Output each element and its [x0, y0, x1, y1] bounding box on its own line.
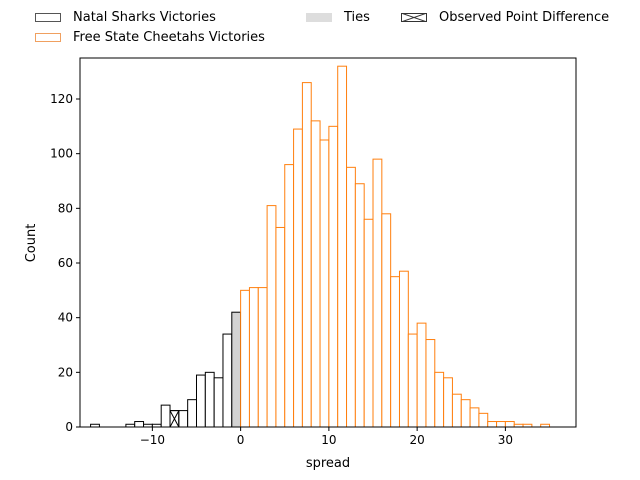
bar-free-state-cheetahs-victories-2	[257, 287, 268, 428]
bar-free-state-cheetahs-victories-13	[354, 183, 365, 428]
bar-natal-sharks-victories-8	[187, 399, 197, 428]
bar-free-state-cheetahs-victories-25	[460, 399, 471, 428]
legend-swatch-natal-sharks	[35, 13, 61, 22]
bar-free-state-cheetahs-victories-28	[487, 421, 498, 428]
x-tick-label: 20	[409, 433, 424, 447]
bar-natal-sharks-victories-10	[204, 371, 215, 428]
x-tick-label: 30	[498, 433, 513, 447]
bar-free-state-cheetahs-victories-16	[381, 213, 392, 428]
legend-item-observed: Observed Point Difference	[401, 10, 609, 25]
bar-free-state-cheetahs-victories-8	[310, 120, 321, 428]
y-tick-label: 100	[50, 147, 73, 161]
bar-free-state-cheetahs-victories-5	[284, 164, 295, 428]
x-axis-label: spread	[306, 456, 350, 471]
legend-item-natal-sharks: Natal Sharks Victories	[35, 10, 216, 25]
bar-free-state-cheetahs-victories-29	[496, 421, 506, 428]
bar-free-state-cheetahs-victories-27	[478, 412, 489, 428]
legend-label-natal-sharks: Natal Sharks Victories	[73, 10, 216, 25]
bar-free-state-cheetahs-victories-30	[504, 421, 515, 428]
y-tick-label: 40	[58, 311, 73, 325]
x-tick-label: 10	[321, 433, 336, 447]
bar-free-state-cheetahs-victories-11	[337, 65, 348, 428]
bar-free-state-cheetahs-victories-23	[443, 377, 453, 428]
bar-free-state-cheetahs-victories-26	[469, 407, 480, 428]
legend-label-cheetahs: Free State Cheetahs Victories	[73, 30, 265, 45]
bar-free-state-cheetahs-victories-6	[293, 128, 303, 428]
axes-layer: −10 0 10 20 30 0 20 40 60 80 100 120	[50, 57, 577, 447]
x-tick-label: −10	[140, 433, 165, 447]
bar-free-state-cheetahs-victories-19	[407, 333, 418, 428]
bar-free-state-cheetahs-victories-3	[266, 205, 277, 428]
bar-natal-sharks-victories-9	[195, 374, 206, 428]
bar-free-state-cheetahs-victories-15	[372, 158, 383, 428]
legend-item-ties: Ties	[306, 10, 370, 25]
plot-frame	[79, 57, 577, 428]
bar-free-state-cheetahs-victories-0	[240, 289, 250, 428]
bars-layer	[90, 65, 551, 428]
y-tick-label: 20	[58, 365, 73, 379]
bar-free-state-cheetahs-victories-1	[248, 287, 259, 428]
legend-swatch-cheetahs	[35, 33, 61, 42]
bar-natal-sharks-victories-2	[134, 421, 145, 428]
x-tick-label: 0	[237, 433, 245, 447]
bar-free-state-cheetahs-victories-7	[301, 82, 312, 428]
bar-free-state-cheetahs-victories-18	[398, 270, 409, 428]
bar-natal-sharks-victories-12	[222, 333, 233, 428]
legend-swatch-ties	[306, 13, 332, 22]
y-tick-label: 60	[58, 256, 73, 270]
y-tick-label: 80	[58, 201, 73, 215]
bar-free-state-cheetahs-victories-14	[363, 218, 374, 428]
bar-free-state-cheetahs-victories-17	[390, 276, 400, 428]
bar-free-state-cheetahs-victories-24	[451, 393, 462, 428]
bar-free-state-cheetahs-victories-21	[425, 339, 436, 428]
bar-free-state-cheetahs-victories-22	[434, 371, 445, 428]
bar-ties-0	[231, 311, 242, 428]
bar-natal-sharks-victories-5	[160, 404, 171, 428]
legend-label-observed: Observed Point Difference	[439, 10, 610, 25]
bar-free-state-cheetahs-victories-9	[319, 139, 330, 428]
legend: Natal Sharks Victories Free State Cheeta…	[0, 6, 640, 50]
legend-item-cheetahs: Free State Cheetahs Victories	[35, 30, 265, 45]
legend-swatch-observed	[401, 13, 427, 22]
bar-natal-sharks-victories-11	[213, 377, 224, 428]
y-tick-label: 120	[50, 92, 73, 106]
y-axis-label: Count	[24, 224, 39, 263]
bar-free-state-cheetahs-victories-4	[275, 226, 286, 428]
bar-free-state-cheetahs-victories-20	[416, 322, 427, 428]
y-tick-label: 0	[65, 420, 73, 434]
bar-free-state-cheetahs-victories-10	[328, 125, 339, 428]
bar-free-state-cheetahs-victories-12	[346, 166, 356, 428]
bar-natal-sharks-victories-7	[178, 410, 189, 428]
legend-label-ties: Ties	[344, 10, 370, 25]
